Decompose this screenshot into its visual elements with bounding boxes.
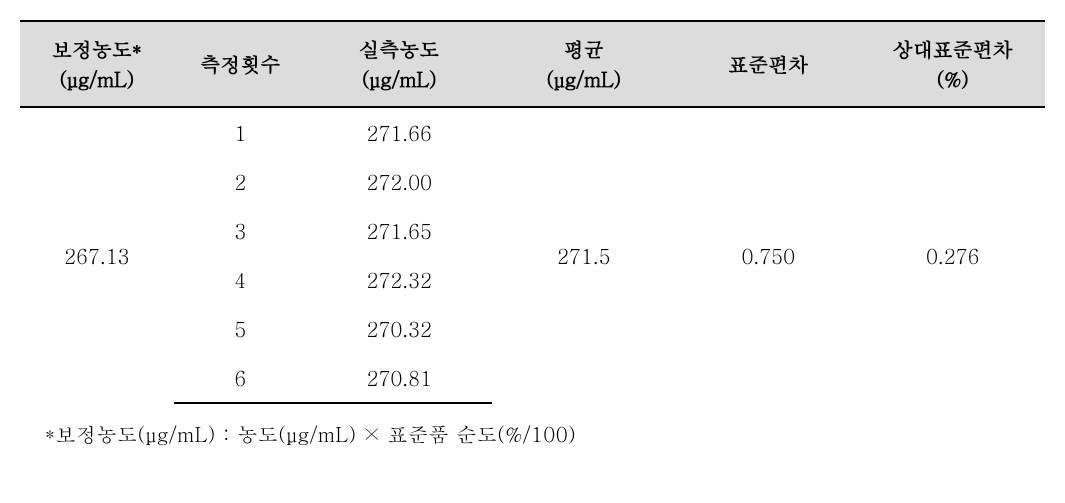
header-text: 보정농도* bbox=[52, 34, 142, 63]
header-std-dev: 표준편차 bbox=[676, 21, 861, 107]
header-measured-conc: 실측농도 (μg/mL) bbox=[307, 21, 492, 107]
cell-measured-value: 270.32 bbox=[307, 304, 492, 353]
cell-measured-value: 272.00 bbox=[307, 157, 492, 206]
cell-measurement-num: 2 bbox=[174, 157, 307, 206]
footnote-text: *보정농도(μg/mL) : 농도(μg/mL) × 표준품 순도(%/100) bbox=[20, 419, 1045, 448]
cell-measured-value: 271.66 bbox=[307, 107, 492, 157]
cell-corrected-conc: 267.13 bbox=[20, 107, 174, 403]
data-table: 보정농도* (μg/mL) 측정횟수 실측농도 (μg/mL) 평균 (μg/m… bbox=[20, 20, 1045, 404]
header-mean: 평균 (μg/mL) bbox=[492, 21, 677, 107]
table-row: 267.13 1 271.66 271.5 0.750 0.276 bbox=[20, 107, 1045, 157]
cell-measurement-num: 5 bbox=[174, 304, 307, 353]
cell-measured-value: 272.32 bbox=[307, 255, 492, 304]
cell-rsd: 0.276 bbox=[861, 107, 1046, 403]
cell-measurement-num: 3 bbox=[174, 206, 307, 255]
header-unit: (μg/mL) bbox=[362, 64, 437, 93]
header-text: 표준편차 bbox=[728, 49, 808, 78]
header-corrected-conc: 보정농도* (μg/mL) bbox=[20, 21, 174, 107]
cell-measured-value: 270.81 bbox=[307, 353, 492, 403]
header-measurement-count: 측정횟수 bbox=[174, 21, 307, 107]
cell-measured-value: 271.65 bbox=[307, 206, 492, 255]
table-header-row: 보정농도* (μg/mL) 측정횟수 실측농도 (μg/mL) 평균 (μg/m… bbox=[20, 21, 1045, 107]
header-unit: (μg/mL) bbox=[59, 64, 134, 93]
cell-mean: 271.5 bbox=[492, 107, 677, 403]
cell-measurement-num: 4 bbox=[174, 255, 307, 304]
header-text: 측정횟수 bbox=[200, 49, 280, 78]
cell-measurement-num: 6 bbox=[174, 353, 307, 403]
header-text: 상대표준편차 bbox=[893, 34, 1013, 63]
cell-std-dev: 0.750 bbox=[676, 107, 861, 403]
header-unit: (%) bbox=[937, 64, 969, 93]
header-rsd: 상대표준편차 (%) bbox=[861, 21, 1046, 107]
header-unit: (μg/mL) bbox=[546, 64, 621, 93]
header-text: 실측농도 bbox=[359, 34, 439, 63]
cell-measurement-num: 1 bbox=[174, 107, 307, 157]
header-text: 평균 bbox=[564, 34, 604, 63]
